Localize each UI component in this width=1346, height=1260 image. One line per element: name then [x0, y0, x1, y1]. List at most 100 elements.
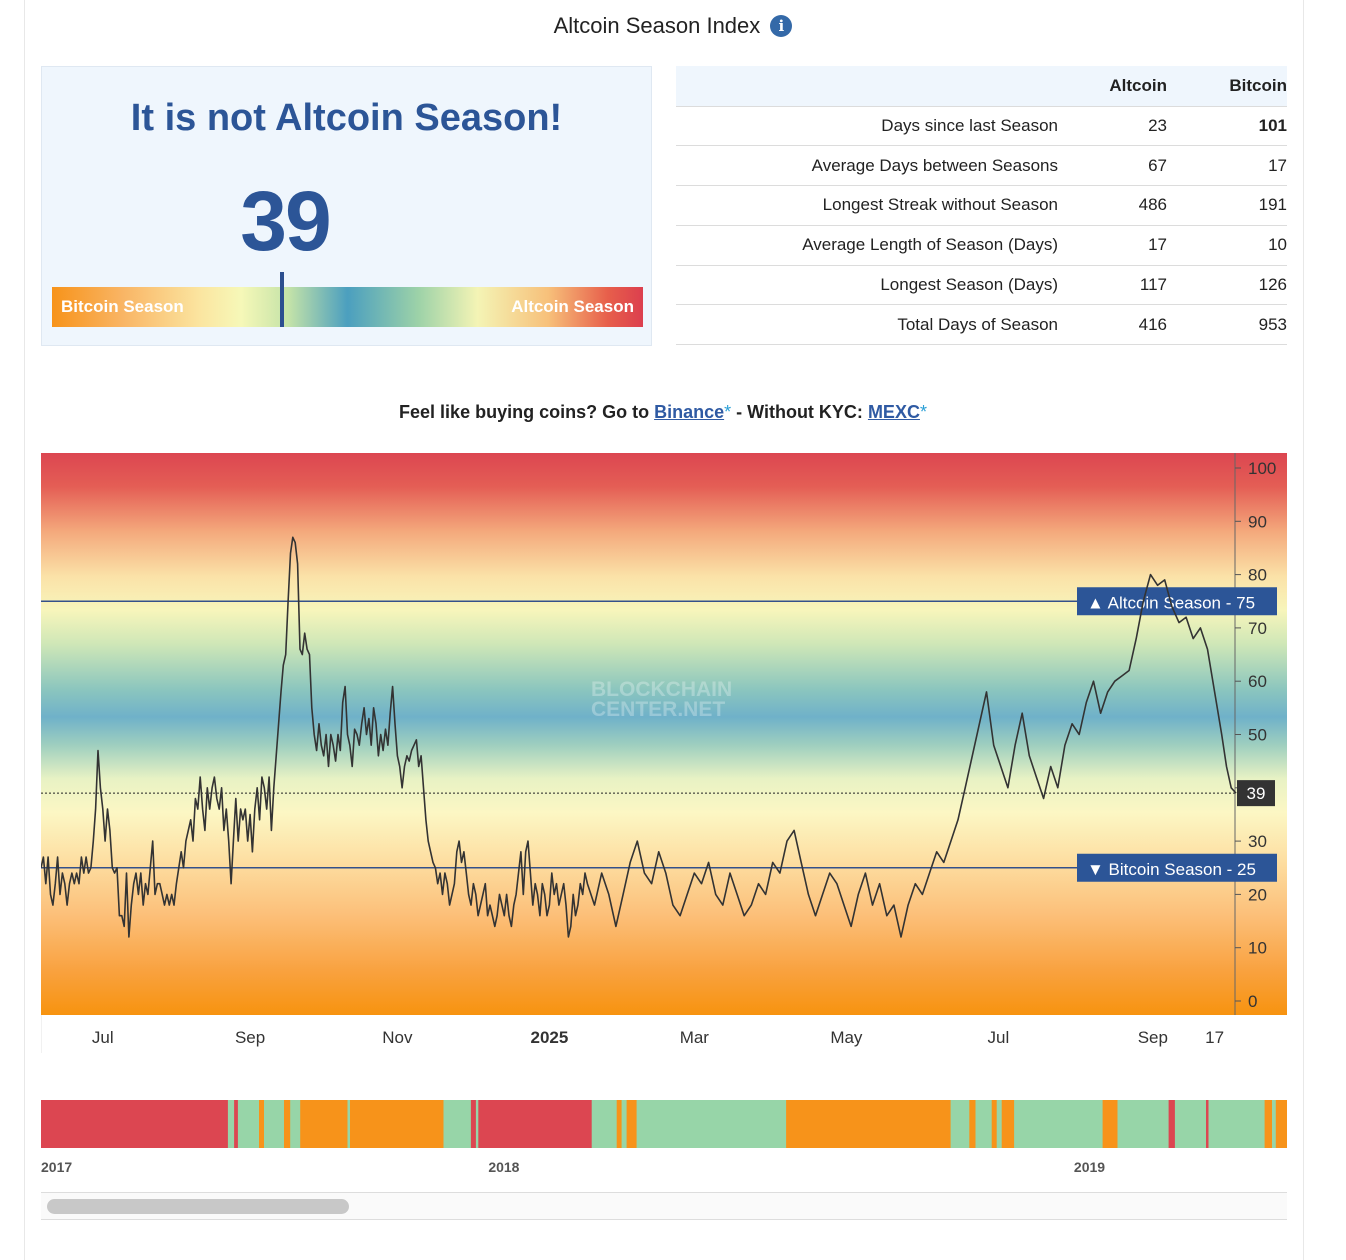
navigator-year-label: 2019 [1074, 1159, 1105, 1175]
table-row: Longest Season (Days) 117 126 [676, 264, 1287, 305]
navigator-segment [1208, 1100, 1266, 1148]
mexc-affiliate-star: * [919, 402, 927, 422]
x-axis-area [41, 1015, 1287, 1053]
navigator-segment [475, 1100, 479, 1148]
y-tick-label: 80 [1248, 566, 1267, 585]
stat-bitcoin-value: 191 [1176, 185, 1287, 226]
x-tick-label: Jul [92, 1028, 114, 1047]
table-row: Days since last Season 23 101 [676, 105, 1287, 146]
promo-mid: - Without KYC: [731, 402, 868, 422]
navigator-svg: 2017 2018 2019 [41, 1100, 1288, 1175]
table-row: Average Days between Seasons 67 17 [676, 145, 1287, 186]
stat-label: Longest Season (Days) [676, 264, 1066, 305]
y-tick-label: 0 [1248, 992, 1257, 1011]
navigator-segment [300, 1100, 348, 1148]
navigator-segment [350, 1100, 444, 1148]
index-chart[interactable]: BLOCKCHAINCENTER.NET01020304050607080901… [41, 453, 1287, 1053]
watermark-line-2: CENTER.NET [591, 698, 725, 721]
navigator-segment [616, 1100, 623, 1148]
navigator-segment [969, 1100, 976, 1148]
chart-background [41, 453, 1287, 1015]
navigator-segment [591, 1100, 618, 1148]
stat-bitcoin-value: 101 [1176, 105, 1287, 146]
navigator-segment [621, 1100, 628, 1148]
navigator-segment [1174, 1100, 1207, 1148]
x-tick-label: Mar [680, 1028, 710, 1047]
season-stats-table: Altcoin Bitcoin Days since last Season 2… [676, 66, 1287, 346]
stat-altcoin-value: 117 [1066, 264, 1176, 305]
table-row: Longest Streak without Season 486 191 [676, 185, 1287, 226]
navigator-segment [227, 1100, 235, 1148]
mexc-link[interactable]: MEXC [867, 402, 920, 422]
navigator-segment [1001, 1100, 1015, 1148]
stat-bitcoin-value: 10 [1176, 224, 1287, 266]
page-frame [24, 0, 1304, 1260]
x-tick-label: Sep [1138, 1028, 1168, 1047]
navigator-segment [1117, 1100, 1170, 1148]
x-tick-label: Jul [988, 1028, 1010, 1047]
navigator-segment [1206, 1100, 1209, 1148]
stat-altcoin-value: 67 [1066, 145, 1176, 186]
stats-header-row: Altcoin Bitcoin [676, 66, 1287, 106]
stat-label: Average Length of Season (Days) [676, 224, 1066, 266]
binance-affiliate-star: * [724, 402, 732, 422]
gauge-marker [280, 272, 285, 327]
stats-header-bitcoin: Bitcoin [1176, 66, 1287, 106]
x-tick-label: 17 [1205, 1028, 1224, 1047]
navigator-segment [290, 1100, 301, 1148]
navigator-segment [1014, 1100, 1104, 1148]
stats-header-blank [676, 66, 1066, 106]
navigator-segment [950, 1100, 970, 1148]
y-tick-label: 60 [1248, 672, 1267, 691]
index-series-line [41, 536, 1237, 938]
stat-label: Days since last Season [676, 105, 1066, 146]
promo-prefix: Feel like buying coins? Go to [399, 402, 655, 422]
x-tick-label: May [830, 1028, 863, 1047]
navigator-segment [975, 1100, 993, 1148]
x-tick-label: 2025 [530, 1028, 568, 1047]
table-row: Total Days of Season 416 953 [676, 304, 1287, 346]
stat-bitcoin-value: 953 [1176, 304, 1287, 346]
y-tick-label: 10 [1248, 939, 1267, 958]
chart-scrollbar[interactable] [41, 1192, 1287, 1220]
navigator-segment [259, 1100, 265, 1148]
navigator-segment [1168, 1100, 1176, 1148]
threshold-label-box [1077, 587, 1277, 616]
navigator-year-label: 2017 [41, 1159, 72, 1175]
threshold-label-box [1077, 853, 1277, 882]
navigator-segment [626, 1100, 638, 1148]
y-tick-label: 20 [1248, 885, 1267, 904]
y-tick-label: 70 [1248, 619, 1267, 638]
page-title-text: Altcoin Season Index [553, 13, 761, 38]
navigator-segment [237, 1100, 260, 1148]
stat-label: Average Days between Seasons [676, 145, 1066, 186]
navigator-segment [1275, 1100, 1288, 1148]
info-icon[interactable]: i [770, 15, 793, 37]
x-tick-label: Nov [382, 1028, 413, 1047]
table-row: Average Length of Season (Days) 17 10 [676, 224, 1287, 266]
season-gauge: Bitcoin Season Altcoin Season [52, 272, 643, 327]
navigator-year-label: 2018 [488, 1159, 519, 1175]
stat-altcoin-value: 416 [1066, 304, 1176, 346]
navigator-segment [1264, 1100, 1273, 1148]
y-tick-label: 90 [1248, 512, 1267, 531]
watermark-line-1: BLOCKCHAIN [591, 678, 732, 701]
gauge-altcoin-label: Altcoin Season [511, 297, 634, 316]
navigator-segment [1102, 1100, 1119, 1148]
stat-label: Longest Streak without Season [676, 185, 1066, 226]
navigator-segment [443, 1100, 472, 1148]
y-tick-label: 50 [1248, 726, 1267, 745]
season-status-panel: It is not Altcoin Season! 39 Bitcoin Sea… [41, 66, 652, 346]
page-title: Altcoin Season Index i [0, 13, 1346, 39]
stats-header-altcoin: Altcoin [1066, 66, 1176, 106]
gauge-bitcoin-label: Bitcoin Season [61, 297, 184, 316]
navigator-segment [234, 1100, 239, 1148]
y-tick-label: 100 [1248, 459, 1276, 478]
current-value-box [1237, 780, 1275, 807]
threshold-label: ▼ Bitcoin Season - 25 [1087, 860, 1256, 879]
navigator-segment [786, 1100, 952, 1148]
stat-altcoin-value: 23 [1066, 105, 1176, 146]
scrollbar-thumb[interactable] [47, 1199, 349, 1214]
history-navigator[interactable]: 2017 2018 2019 [41, 1100, 1288, 1220]
binance-link[interactable]: Binance [654, 402, 725, 422]
